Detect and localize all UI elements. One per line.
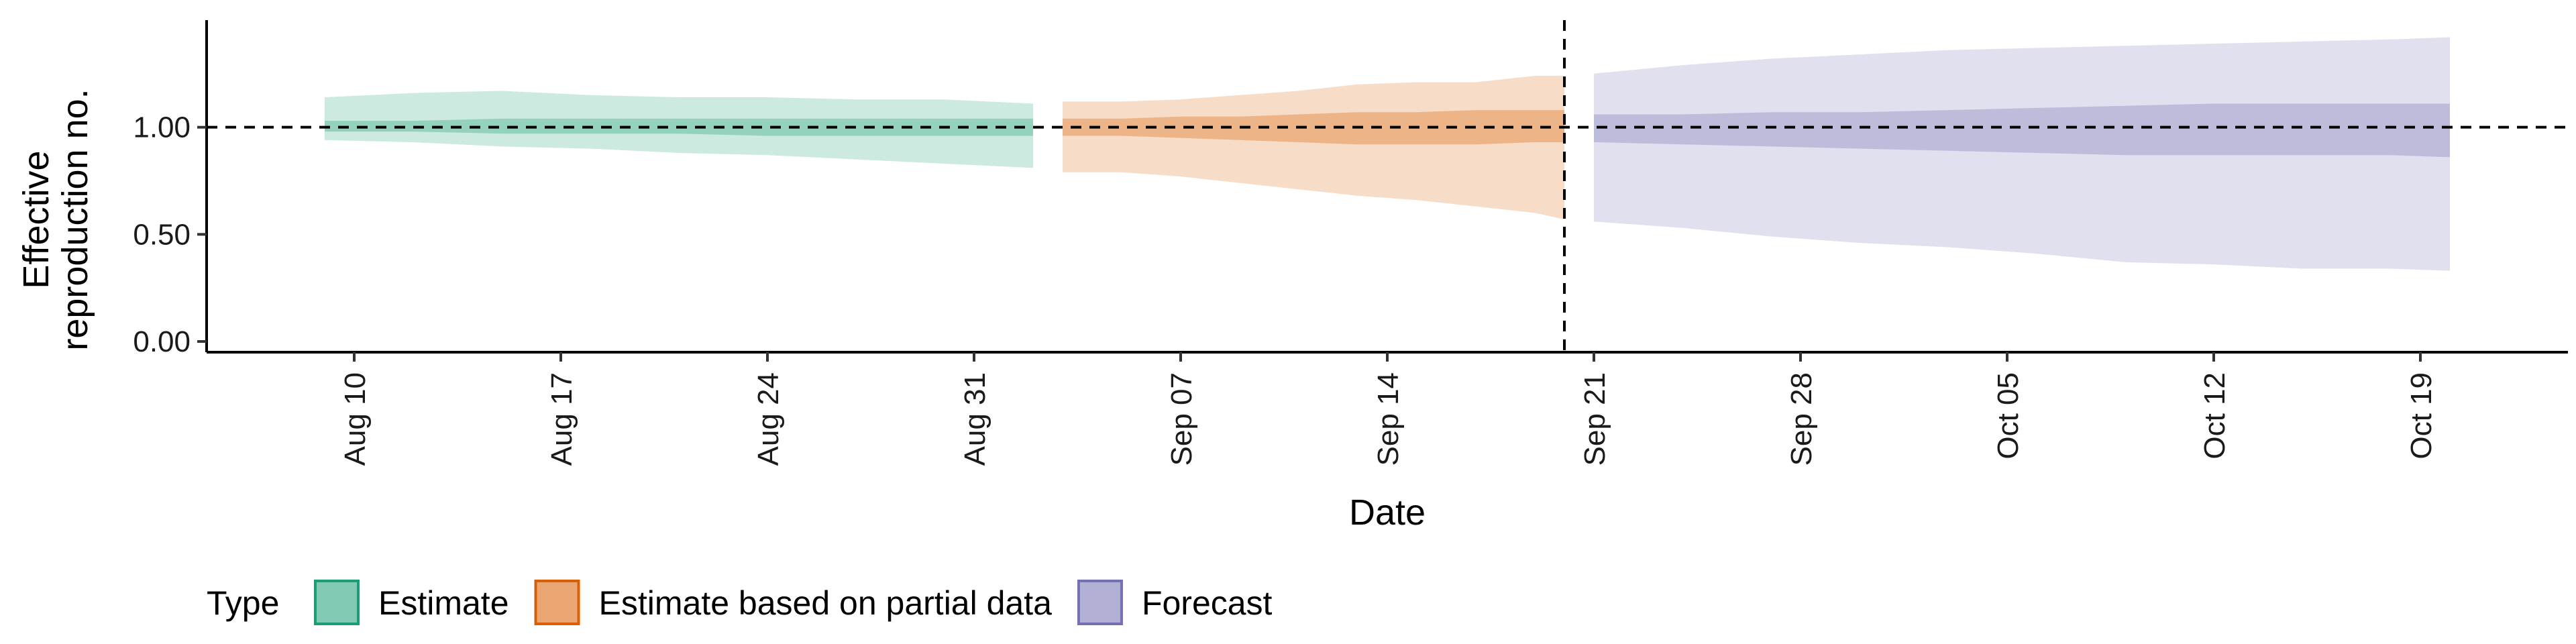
- legend-swatch-estimate-based-on-partial-data: [534, 580, 580, 625]
- legend-title: Type: [207, 584, 279, 622]
- x-tick-label: Aug 31: [959, 372, 991, 466]
- y-tick-label: 1.00: [133, 111, 191, 144]
- x-axis-title: Date: [1349, 492, 1426, 533]
- x-tick-label: Aug 24: [752, 372, 785, 466]
- legend-swatch-forecast: [1077, 580, 1123, 625]
- credible-interval-bands: [325, 37, 2450, 271]
- x-tick-label: Sep 28: [1785, 372, 1818, 466]
- forecast-band-90: [1594, 37, 2450, 271]
- x-tick-label: Oct 05: [1992, 372, 2025, 460]
- legend-label-estimate-based-on-partial-data: Estimate based on partial data: [599, 584, 1053, 622]
- estimate-based-on-partial-data-band-50: [1063, 110, 1564, 145]
- legend-label-forecast: Forecast: [1142, 584, 1273, 622]
- x-tick-label: Oct 19: [2405, 372, 2438, 460]
- legend-label-estimate: Estimate: [378, 584, 509, 622]
- x-tick-label: Sep 21: [1578, 372, 1611, 466]
- legend: Type Estimate Estimate based on partial da…: [207, 580, 1273, 625]
- estimate-based-on-partial-data-band-90: [1063, 76, 1564, 219]
- x-tick-label: Aug 17: [545, 372, 578, 466]
- y-axis-title-line: reproduction no.: [55, 89, 95, 350]
- y-tick-label: 0.00: [133, 325, 191, 358]
- x-tick-label: Aug 10: [339, 372, 372, 466]
- legend-swatch-estimate: [314, 580, 360, 625]
- estimate-band-90: [325, 91, 1033, 168]
- y-tick-label: 0.50: [133, 218, 191, 251]
- x-tick-label: Sep 07: [1165, 372, 1198, 466]
- forecast-band-50: [1594, 103, 2450, 158]
- axes: 0.00 0.50 1.00 Aug 10 Aug 17 Aug 24 Aug 31 Sep …: [133, 20, 2568, 466]
- x-tick-label: Oct 12: [2198, 372, 2231, 460]
- x-tick-label: Sep 14: [1372, 372, 1405, 466]
- y-axis-title-line: Effective: [16, 150, 56, 288]
